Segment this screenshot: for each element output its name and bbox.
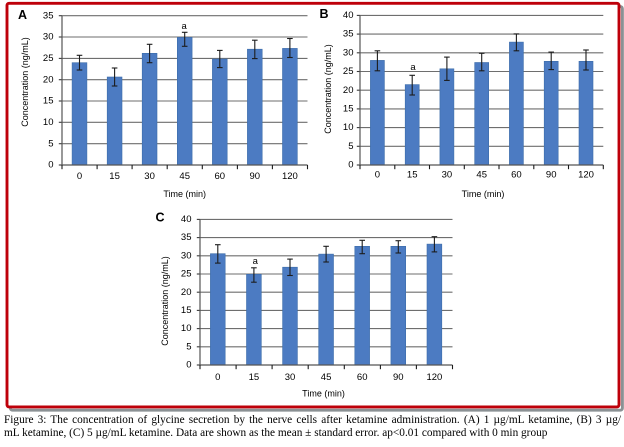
svg-text:60: 60 (357, 372, 368, 383)
svg-text:20: 20 (181, 287, 192, 298)
svg-text:0: 0 (375, 170, 380, 181)
svg-text:10: 10 (43, 117, 54, 128)
svg-text:45: 45 (321, 372, 332, 383)
svg-text:25: 25 (43, 53, 54, 64)
svg-text:30: 30 (181, 250, 192, 261)
svg-text:0: 0 (186, 360, 191, 371)
svg-text:0: 0 (215, 372, 220, 383)
svg-text:90: 90 (546, 170, 557, 181)
svg-text:A: A (18, 8, 27, 22)
svg-text:25: 25 (181, 269, 192, 280)
svg-text:30: 30 (43, 32, 54, 43)
svg-text:30: 30 (343, 47, 354, 58)
svg-text:25: 25 (343, 66, 354, 77)
svg-text:15: 15 (407, 170, 418, 181)
svg-text:C: C (155, 211, 164, 225)
svg-text:45: 45 (179, 171, 190, 182)
svg-text:90: 90 (250, 171, 261, 182)
svg-text:120: 120 (426, 372, 442, 383)
svg-text:0: 0 (48, 160, 53, 171)
svg-text:0: 0 (348, 160, 353, 171)
svg-text:a: a (410, 62, 416, 73)
svg-text:90: 90 (393, 372, 404, 383)
svg-text:35: 35 (43, 10, 54, 21)
svg-text:30: 30 (285, 372, 296, 383)
svg-text:30: 30 (144, 171, 155, 182)
svg-text:10: 10 (343, 122, 354, 133)
svg-text:Concentration (ng/mL): Concentration (ng/mL) (323, 44, 333, 134)
svg-text:35: 35 (181, 232, 192, 243)
svg-text:40: 40 (181, 214, 192, 225)
svg-text:10: 10 (181, 323, 192, 334)
svg-text:5: 5 (186, 341, 191, 352)
svg-text:a: a (253, 256, 259, 267)
svg-text:Concentration (ng/mL): Concentration (ng/mL) (160, 256, 170, 346)
svg-text:B: B (319, 7, 328, 21)
svg-text:60: 60 (215, 171, 226, 182)
svg-text:120: 120 (578, 170, 594, 181)
svg-text:Time (min): Time (min) (163, 189, 206, 199)
svg-text:a: a (181, 21, 187, 32)
svg-text:5: 5 (48, 138, 53, 149)
svg-text:0: 0 (77, 171, 82, 182)
svg-text:30: 30 (442, 170, 453, 181)
svg-text:15: 15 (109, 171, 120, 182)
svg-text:15: 15 (249, 372, 260, 383)
svg-text:Time (min): Time (min) (302, 388, 345, 398)
svg-text:20: 20 (343, 85, 354, 96)
svg-text:Time (min): Time (min) (462, 189, 505, 199)
svg-text:60: 60 (511, 170, 522, 181)
svg-text:45: 45 (476, 170, 487, 181)
svg-text:120: 120 (282, 171, 298, 182)
svg-text:Concentration (ng/mL): Concentration (ng/mL) (20, 37, 30, 127)
svg-text:15: 15 (43, 96, 54, 107)
svg-text:20: 20 (43, 74, 54, 85)
svg-text:15: 15 (181, 305, 192, 316)
svg-text:35: 35 (343, 29, 354, 40)
svg-text:15: 15 (343, 104, 354, 115)
svg-text:5: 5 (348, 141, 353, 152)
svg-text:40: 40 (343, 10, 354, 21)
